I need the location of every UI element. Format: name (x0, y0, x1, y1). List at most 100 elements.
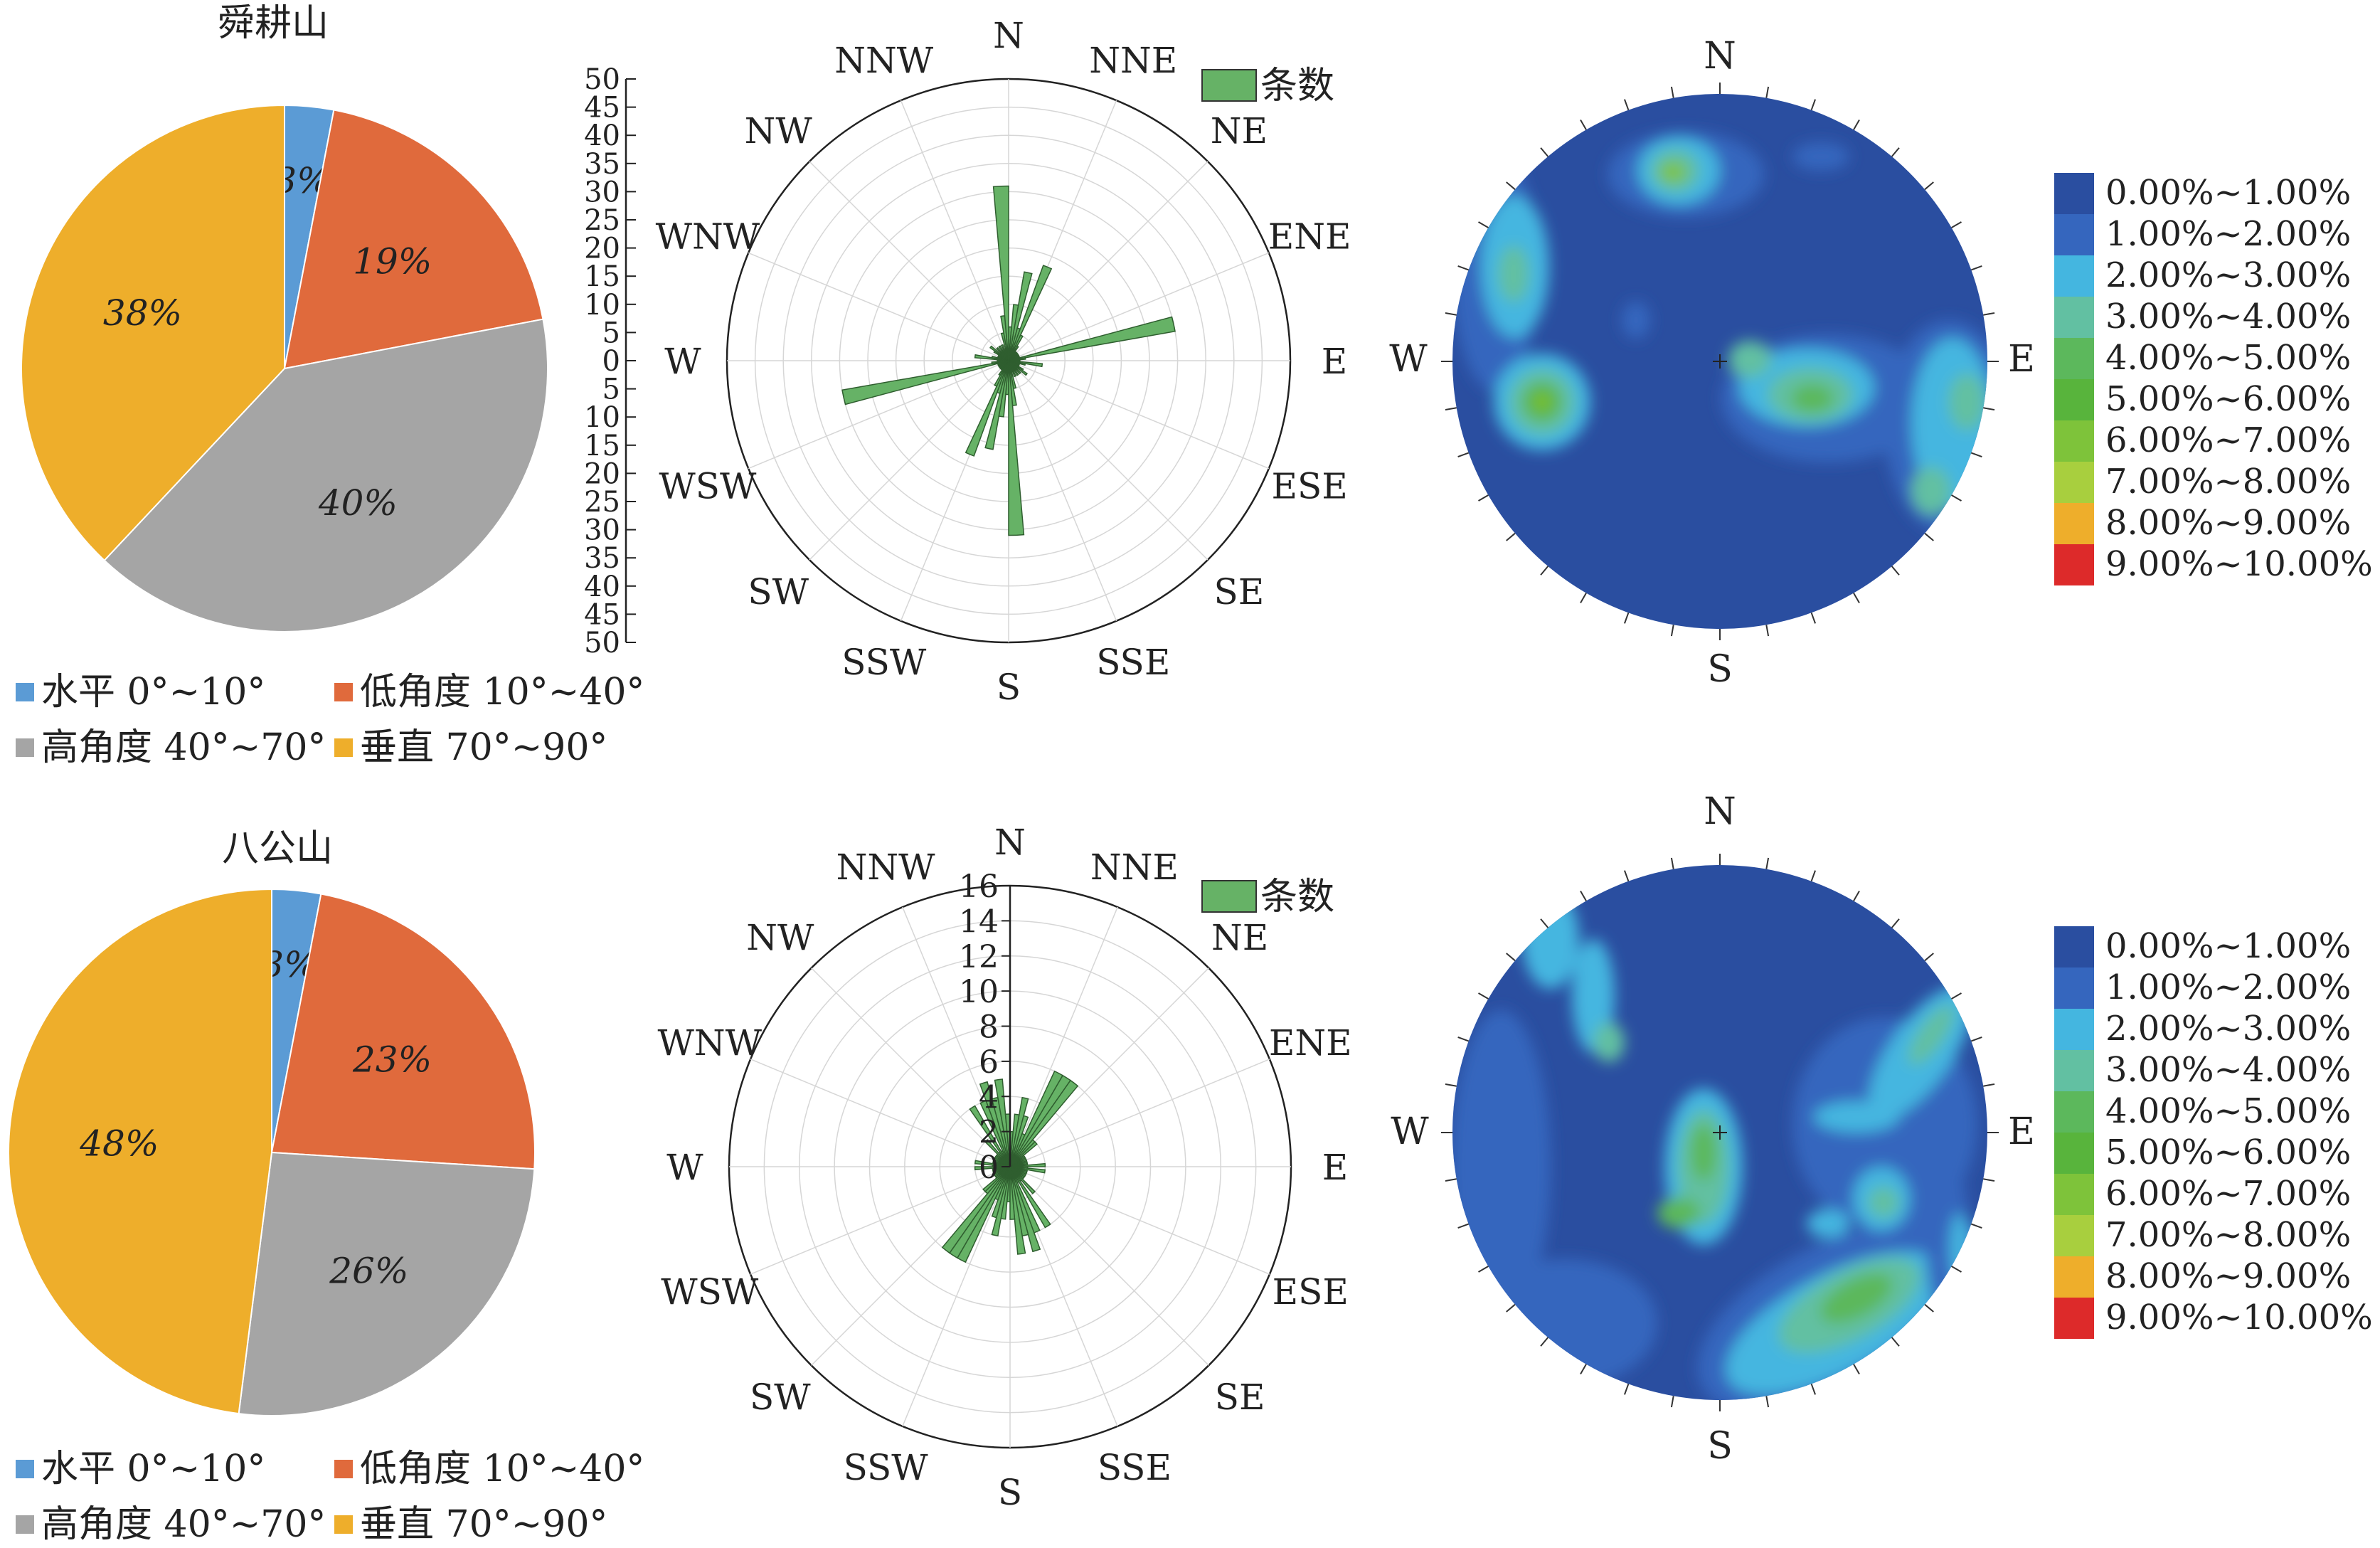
contour-blob (1522, 889, 1579, 989)
density-legend-label: 1.00%~2.00% (2105, 214, 2351, 254)
rose-axis-tick-label: 6 (979, 1044, 999, 1081)
pie-chart-2: 3%23%26%48% (8, 888, 536, 1416)
rose-grid-spoke (1008, 360, 1270, 470)
stereonet-tick (1765, 86, 1770, 98)
pie-legend-label: 垂直 70°~90° (360, 726, 607, 769)
stereonet-tick (1951, 494, 1962, 502)
stereonet-panel-2: N S W E 0.00%~1.00%1.00%~2.00%2.00%~3.00… (1391, 790, 2372, 1468)
rose-axis-tick-label: 16 (959, 869, 999, 905)
density-legend-label: 5.00%~6.00% (2105, 379, 2351, 419)
rose-direction-label: WNW (658, 1022, 763, 1064)
stereonet-tick (1970, 452, 1982, 458)
pie-legend-swatch (16, 738, 34, 757)
rose-axis-tick-label: 0 (602, 345, 620, 378)
stereonet-tick (1924, 953, 1934, 962)
rose-grid-spoke (1009, 1059, 1270, 1167)
stereonet-tick (1457, 452, 1470, 458)
rose-bar (1008, 360, 1025, 536)
stereonet-tick (1765, 1396, 1770, 1408)
stereonet-tick (1580, 593, 1587, 603)
contour-blob (1660, 162, 1686, 182)
pie-legend-swatch (334, 1515, 353, 1534)
stereonet-tick (1478, 221, 1489, 228)
rose-bar (1009, 1162, 1046, 1167)
stereonet-tick (1623, 870, 1630, 882)
density-legend-swatch (2054, 1215, 2094, 1256)
density-legend-swatch (2054, 503, 2094, 544)
rose-legend-label-2: 条数 (1260, 876, 1334, 918)
rose-grid-spoke (900, 100, 1009, 361)
density-legend-swatch (2054, 544, 2094, 585)
density-legend-swatch (2054, 968, 2094, 1009)
pie-slice (283, 109, 544, 370)
stereonet-tick (1670, 857, 1674, 869)
rose-bars (841, 185, 1176, 536)
stereonet-tick (1810, 612, 1817, 624)
rose-direction-label: WSW (661, 1271, 759, 1313)
contour-blob (1814, 1101, 1899, 1133)
rose-grid-spoke (811, 1166, 1011, 1366)
density-legend-label: 6.00%~7.00% (2105, 1174, 2351, 1214)
stereonet-tick (1506, 181, 1516, 191)
density-legend-label: 4.00%~5.00% (2105, 1091, 2351, 1131)
rose-direction-label: NNW (836, 847, 936, 888)
stereonet-tick (1924, 532, 1934, 541)
pie-legend-swatch (334, 738, 353, 757)
rose-legend-swatch-2 (1201, 880, 1257, 913)
density-legend-swatch (2054, 1298, 2094, 1339)
rose-axis-tick-label: 14 (959, 903, 999, 940)
stereonet-ticks-2 (1441, 854, 1999, 1411)
stereonet-tick (1506, 953, 1516, 962)
rose-axis-tick-label: 20 (584, 457, 620, 490)
stereonet-label-s-1: S (1707, 648, 1733, 691)
stereonet-tick (1853, 593, 1860, 603)
rose-direction-label: ESE (1273, 1271, 1349, 1313)
rose-direction-label: N (994, 822, 1026, 863)
rose-grid-spoke (1009, 1166, 1270, 1275)
density-legend-label: 7.00%~8.00% (2105, 1215, 2351, 1255)
stereonet-tick (1457, 265, 1470, 271)
density-legend-label: 8.00%~9.00% (2105, 503, 2351, 543)
density-legend-label: 2.00%~3.00% (2105, 1009, 2351, 1049)
rose-direction-label: ESE (1272, 465, 1348, 507)
density-legend-swatch (2054, 462, 2094, 503)
density-legend-label: 1.00%~2.00% (2105, 968, 2351, 1007)
rose-grid-spoke (750, 1166, 1011, 1275)
contour-blob (1498, 245, 1529, 302)
stereonet-tick (1540, 918, 1549, 928)
density-legend-swatch (2054, 1009, 2094, 1050)
rose-axis-tick-label: 25 (584, 204, 620, 237)
pie-legend-label: 高角度 40°~70° (41, 726, 326, 769)
rose-axis-tick-label: 8 (979, 1009, 999, 1046)
pie-chart-1: 3%19%40%38% (21, 104, 548, 632)
rose-legend-label-1: 条数 (1260, 65, 1334, 107)
rose-grid-spoke (748, 360, 1009, 470)
stereonet-panel-1: N S W E 0.00%~1.00%1.00%~2.00%2.00%~3.00… (1389, 35, 2372, 691)
stereonet-tick (1891, 1337, 1900, 1347)
density-legend-swatch (2054, 1091, 2094, 1133)
rose-axis-tick-label: 50 (584, 627, 620, 659)
rose-grid-spoke (902, 1166, 1011, 1427)
pie-slice-label: 19% (353, 240, 432, 282)
rose-direction-label: E (1322, 1147, 1349, 1188)
rose-bar (1009, 1166, 1016, 1220)
stereonet-label-e-1: E (2008, 338, 2035, 381)
density-legend-label: 3.00%~4.00% (2105, 1050, 2351, 1090)
pie-panel-2: 八公山 3%23%26%48% 水平 0°~10° 低角度 10°~40°高角度 … (8, 827, 644, 1546)
rose-direction-label: SSE (1098, 1447, 1172, 1488)
pie-title-1: 舜耕山 (218, 2, 329, 45)
rose-direction-label: NW (745, 110, 813, 152)
density-legend-label: 0.00%~1.00% (2105, 926, 2351, 966)
rose-axis-tick-label: 45 (584, 92, 620, 124)
rose-grid-spoke (750, 1059, 1011, 1167)
stereonet-tick (1924, 181, 1934, 191)
density-legend-swatch (2054, 1050, 2094, 1091)
contour-blob (1691, 1124, 1716, 1181)
density-legend-label: 9.00%~10.00% (2105, 1298, 2373, 1337)
pie-legend-label: 水平 0°~10° (41, 1448, 265, 1490)
rose-direction-label: N (993, 15, 1024, 56)
rose-axis-tick-label: 30 (584, 176, 620, 208)
rose-axis-tick-label: 20 (584, 233, 620, 265)
rose-direction-label: NNW (834, 40, 934, 81)
contour-blob (1534, 393, 1551, 410)
